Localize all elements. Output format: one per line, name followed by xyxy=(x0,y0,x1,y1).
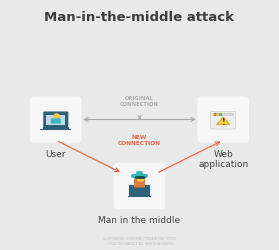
Bar xyxy=(40,129,71,130)
Bar xyxy=(46,116,65,125)
Text: !: ! xyxy=(222,118,225,127)
Bar xyxy=(128,196,151,198)
Bar xyxy=(212,113,234,116)
FancyBboxPatch shape xyxy=(198,97,249,143)
FancyBboxPatch shape xyxy=(134,179,145,188)
Text: Web
application: Web application xyxy=(198,149,248,169)
Bar xyxy=(43,127,69,130)
Text: ILLUSTRATION: LEMBORINCCTOLIA/ADOBE STOCK.
©2020 TECHTARGET. ALL RIGHTS RESERVED: ILLUSTRATION: LEMBORINCCTOLIA/ADOBE STOC… xyxy=(103,236,176,246)
Text: Man in the middle: Man in the middle xyxy=(98,216,181,224)
FancyBboxPatch shape xyxy=(30,97,81,143)
Text: Man-in-the-middle attack: Man-in-the-middle attack xyxy=(44,11,235,24)
Polygon shape xyxy=(136,172,143,176)
FancyBboxPatch shape xyxy=(51,119,61,124)
Text: User: User xyxy=(45,149,66,158)
FancyBboxPatch shape xyxy=(114,163,165,210)
Polygon shape xyxy=(217,118,230,125)
Text: X: X xyxy=(137,115,142,121)
Text: ORIGINAL
CONNECTION: ORIGINAL CONNECTION xyxy=(120,96,159,107)
Text: NEW
CONNECTION: NEW CONNECTION xyxy=(118,134,161,146)
FancyBboxPatch shape xyxy=(129,185,150,196)
FancyBboxPatch shape xyxy=(211,112,236,130)
FancyBboxPatch shape xyxy=(43,112,68,128)
